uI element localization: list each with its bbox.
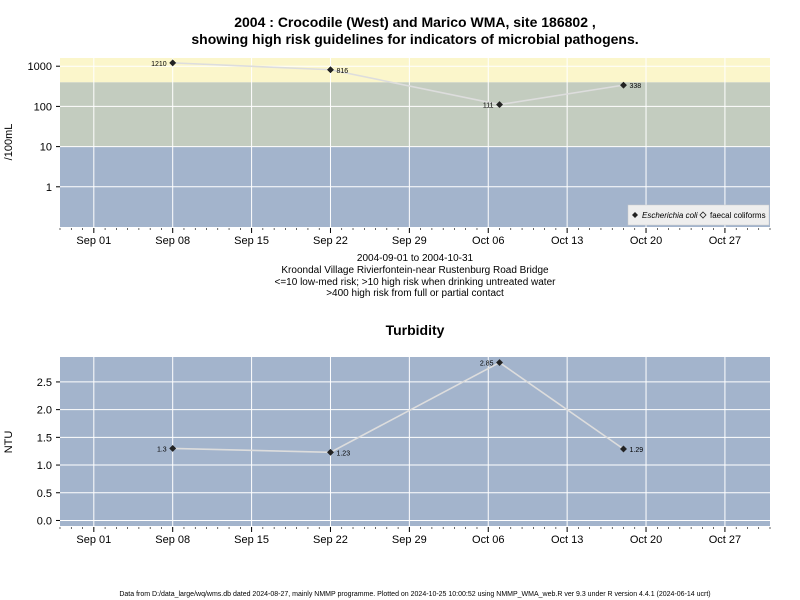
legend-ecoli-marker <box>632 212 638 218</box>
data-label: 2.85 <box>480 361 494 368</box>
x-tick-label: Oct 27 <box>709 235 741 247</box>
chart1-note-daterange: 2004-09-01 to 2004-10-31 <box>357 253 474 264</box>
ecoli-chart: 2004 : Crocodile (West) and Marico WMA, … <box>3 14 771 299</box>
series-line <box>172 361 624 454</box>
y-tick-label: 1000 <box>28 61 52 73</box>
x-tick-label: Oct 13 <box>551 235 583 247</box>
series-line <box>172 62 624 106</box>
x-tick-label: Sep 15 <box>234 534 269 546</box>
data-point <box>619 81 628 89</box>
x-tick-label: Sep 01 <box>76 235 111 247</box>
x-tick-label: Oct 27 <box>709 534 741 546</box>
chart1-note-site: Kroondal Village Rivierfontein-near Rust… <box>281 265 549 276</box>
data-label: 816 <box>336 68 348 75</box>
data-point <box>326 448 335 456</box>
chart1-legend: Escherichia coli faecal coliforms <box>627 204 770 226</box>
x-tick-label: Sep 08 <box>155 534 190 546</box>
chart1-note-risk1: <=10 low-med risk; >10 high risk when dr… <box>275 277 557 288</box>
y-tick-label: 2.0 <box>37 405 52 417</box>
x-tick-label: Oct 13 <box>551 534 583 546</box>
x-tick-label: Oct 06 <box>472 534 504 546</box>
chart2-title: Turbidity <box>386 322 445 338</box>
data-point <box>495 101 504 109</box>
data-label: 1210 <box>151 61 167 68</box>
data-label: 111 <box>483 103 494 110</box>
chart1-subtitle: showing high risk guidelines for indicat… <box>191 31 638 47</box>
x-tick-label: Sep 29 <box>392 235 427 247</box>
y-tick-label: 0.5 <box>37 488 52 500</box>
x-tick-label: Oct 20 <box>630 534 662 546</box>
data-point <box>619 445 628 453</box>
y-tick-label: 1.5 <box>37 432 52 444</box>
y-tick-label: 1 <box>46 182 52 194</box>
turbidity-chart: Turbidity 0.0 0.5 1.0 1.5 2.0 2.5 Sep 01 Sep 0… <box>3 322 771 546</box>
y-tick-label: 10 <box>40 142 52 154</box>
legend-faecal-marker <box>699 211 707 219</box>
y-tick-label: 100 <box>34 101 52 113</box>
x-tick-label: Oct 06 <box>472 235 504 247</box>
footer-note: Data from D:/data_large/wq/wms.db dated … <box>119 591 710 598</box>
x-tick-label: Sep 22 <box>313 534 348 546</box>
data-point <box>169 59 177 67</box>
legend-faecal-label: faecal coliforms <box>710 211 766 220</box>
risk-band-1 <box>60 82 770 147</box>
x-tick-label: Sep 22 <box>313 235 348 247</box>
data-label: 1.29 <box>629 447 643 454</box>
chart1-note-risk2: >400 high risk from full or partial cont… <box>326 288 504 299</box>
x-tick-label: Oct 20 <box>630 235 662 247</box>
data-label: 1.23 <box>336 450 350 457</box>
chart1-ylabel: /100mL <box>3 124 15 161</box>
data-label: 338 <box>629 83 641 90</box>
y-tick-label: 0.0 <box>37 515 52 527</box>
y-tick-label: 1.0 <box>37 460 52 472</box>
data-label: 1.3 <box>157 446 167 453</box>
data-point <box>495 358 504 367</box>
legend-box <box>627 204 770 226</box>
chart1-title: 2004 : Crocodile (West) and Marico WMA, … <box>234 14 596 30</box>
data-point <box>169 444 177 452</box>
plot-background <box>60 357 770 526</box>
risk-band-2 <box>60 58 770 83</box>
legend-ecoli-label: Escherichia coli <box>642 211 698 220</box>
y-tick-label: 2.5 <box>37 377 52 389</box>
x-tick-label: Sep 08 <box>155 235 190 247</box>
x-tick-label: Sep 15 <box>234 235 269 247</box>
x-tick-label: Sep 01 <box>76 534 111 546</box>
x-tick-label: Sep 29 <box>392 534 427 546</box>
chart2-ylabel: NTU <box>3 431 15 454</box>
data-point <box>326 66 335 74</box>
